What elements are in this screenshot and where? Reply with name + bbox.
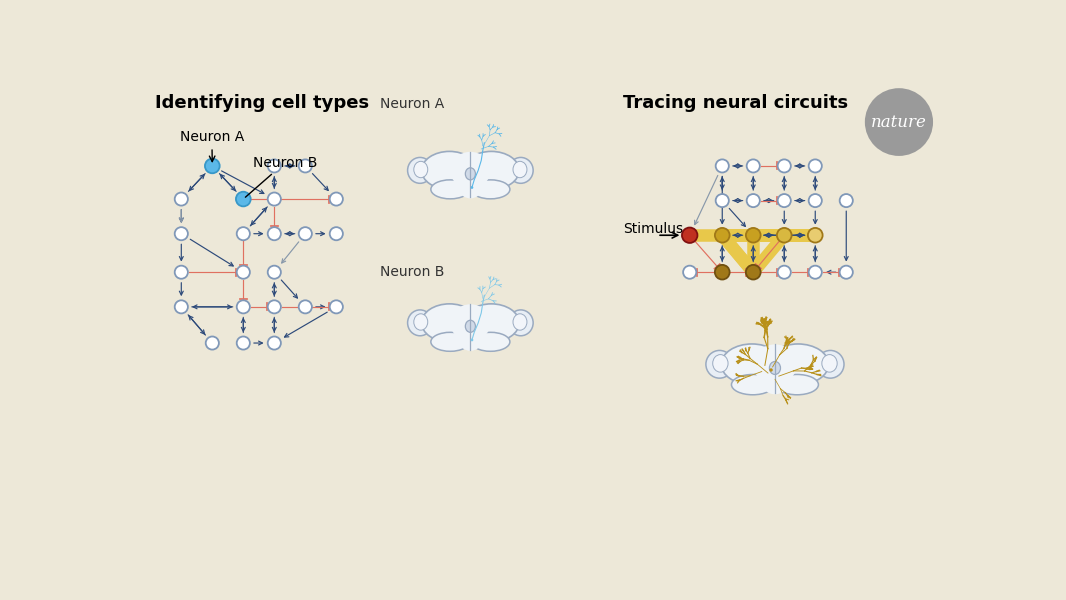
- Ellipse shape: [431, 332, 470, 351]
- Circle shape: [298, 301, 312, 313]
- Ellipse shape: [459, 180, 481, 199]
- Circle shape: [268, 160, 280, 172]
- Circle shape: [237, 227, 249, 240]
- Ellipse shape: [753, 344, 797, 384]
- Circle shape: [205, 158, 220, 173]
- Circle shape: [778, 266, 791, 279]
- Ellipse shape: [414, 314, 427, 330]
- Circle shape: [175, 266, 188, 279]
- Ellipse shape: [471, 180, 510, 199]
- Ellipse shape: [822, 355, 837, 372]
- Text: Neuron A: Neuron A: [180, 130, 244, 161]
- Circle shape: [865, 88, 933, 156]
- Circle shape: [237, 301, 249, 313]
- Circle shape: [268, 301, 280, 313]
- Circle shape: [329, 193, 343, 206]
- Ellipse shape: [459, 333, 481, 351]
- Circle shape: [840, 194, 853, 207]
- Text: Neuron B: Neuron B: [379, 265, 445, 278]
- Circle shape: [840, 266, 853, 279]
- Circle shape: [298, 160, 312, 172]
- Circle shape: [329, 301, 343, 313]
- Circle shape: [237, 337, 249, 350]
- Circle shape: [268, 266, 280, 279]
- Circle shape: [175, 193, 188, 206]
- Ellipse shape: [513, 161, 527, 178]
- Circle shape: [778, 194, 791, 207]
- Circle shape: [770, 368, 773, 371]
- Circle shape: [746, 194, 760, 207]
- Ellipse shape: [450, 304, 490, 341]
- Ellipse shape: [421, 151, 478, 190]
- Circle shape: [746, 228, 761, 242]
- Circle shape: [777, 228, 792, 242]
- Circle shape: [809, 266, 822, 279]
- Ellipse shape: [407, 310, 433, 336]
- Circle shape: [298, 227, 312, 240]
- Ellipse shape: [414, 161, 427, 178]
- Ellipse shape: [407, 157, 433, 184]
- Circle shape: [206, 337, 219, 350]
- Ellipse shape: [508, 157, 533, 184]
- Text: Identifying cell types: Identifying cell types: [155, 94, 369, 112]
- Ellipse shape: [722, 344, 782, 385]
- Text: Stimulus: Stimulus: [623, 222, 683, 236]
- Circle shape: [715, 265, 729, 280]
- Ellipse shape: [464, 151, 519, 190]
- Ellipse shape: [513, 314, 527, 330]
- Circle shape: [808, 228, 823, 242]
- Circle shape: [715, 194, 729, 207]
- Circle shape: [268, 227, 280, 240]
- Circle shape: [682, 227, 697, 243]
- Circle shape: [809, 194, 822, 207]
- Circle shape: [236, 192, 251, 206]
- Circle shape: [746, 160, 760, 172]
- Ellipse shape: [508, 310, 533, 336]
- Circle shape: [329, 227, 343, 240]
- Ellipse shape: [706, 350, 733, 378]
- Circle shape: [746, 266, 760, 279]
- Ellipse shape: [776, 374, 819, 395]
- Circle shape: [715, 160, 729, 172]
- Ellipse shape: [464, 304, 519, 342]
- Circle shape: [778, 160, 791, 172]
- Circle shape: [683, 266, 696, 279]
- Ellipse shape: [466, 168, 475, 180]
- Ellipse shape: [763, 375, 787, 394]
- Circle shape: [237, 266, 249, 279]
- Ellipse shape: [450, 152, 490, 189]
- Ellipse shape: [713, 355, 728, 372]
- Circle shape: [470, 338, 473, 341]
- Ellipse shape: [731, 374, 774, 395]
- Ellipse shape: [768, 344, 828, 385]
- Circle shape: [715, 228, 729, 242]
- Text: nature: nature: [871, 113, 927, 131]
- Text: Neuron B: Neuron B: [245, 156, 317, 197]
- Ellipse shape: [421, 304, 478, 342]
- Circle shape: [746, 265, 761, 280]
- Ellipse shape: [466, 320, 475, 332]
- Circle shape: [268, 193, 280, 206]
- Circle shape: [470, 186, 473, 189]
- Circle shape: [175, 227, 188, 240]
- Ellipse shape: [471, 332, 510, 351]
- Circle shape: [809, 160, 822, 172]
- Ellipse shape: [817, 350, 844, 378]
- Circle shape: [268, 337, 280, 350]
- Ellipse shape: [431, 180, 470, 199]
- Ellipse shape: [770, 362, 780, 374]
- Circle shape: [175, 301, 188, 313]
- Text: Neuron A: Neuron A: [379, 97, 443, 110]
- Text: Tracing neural circuits: Tracing neural circuits: [623, 94, 849, 112]
